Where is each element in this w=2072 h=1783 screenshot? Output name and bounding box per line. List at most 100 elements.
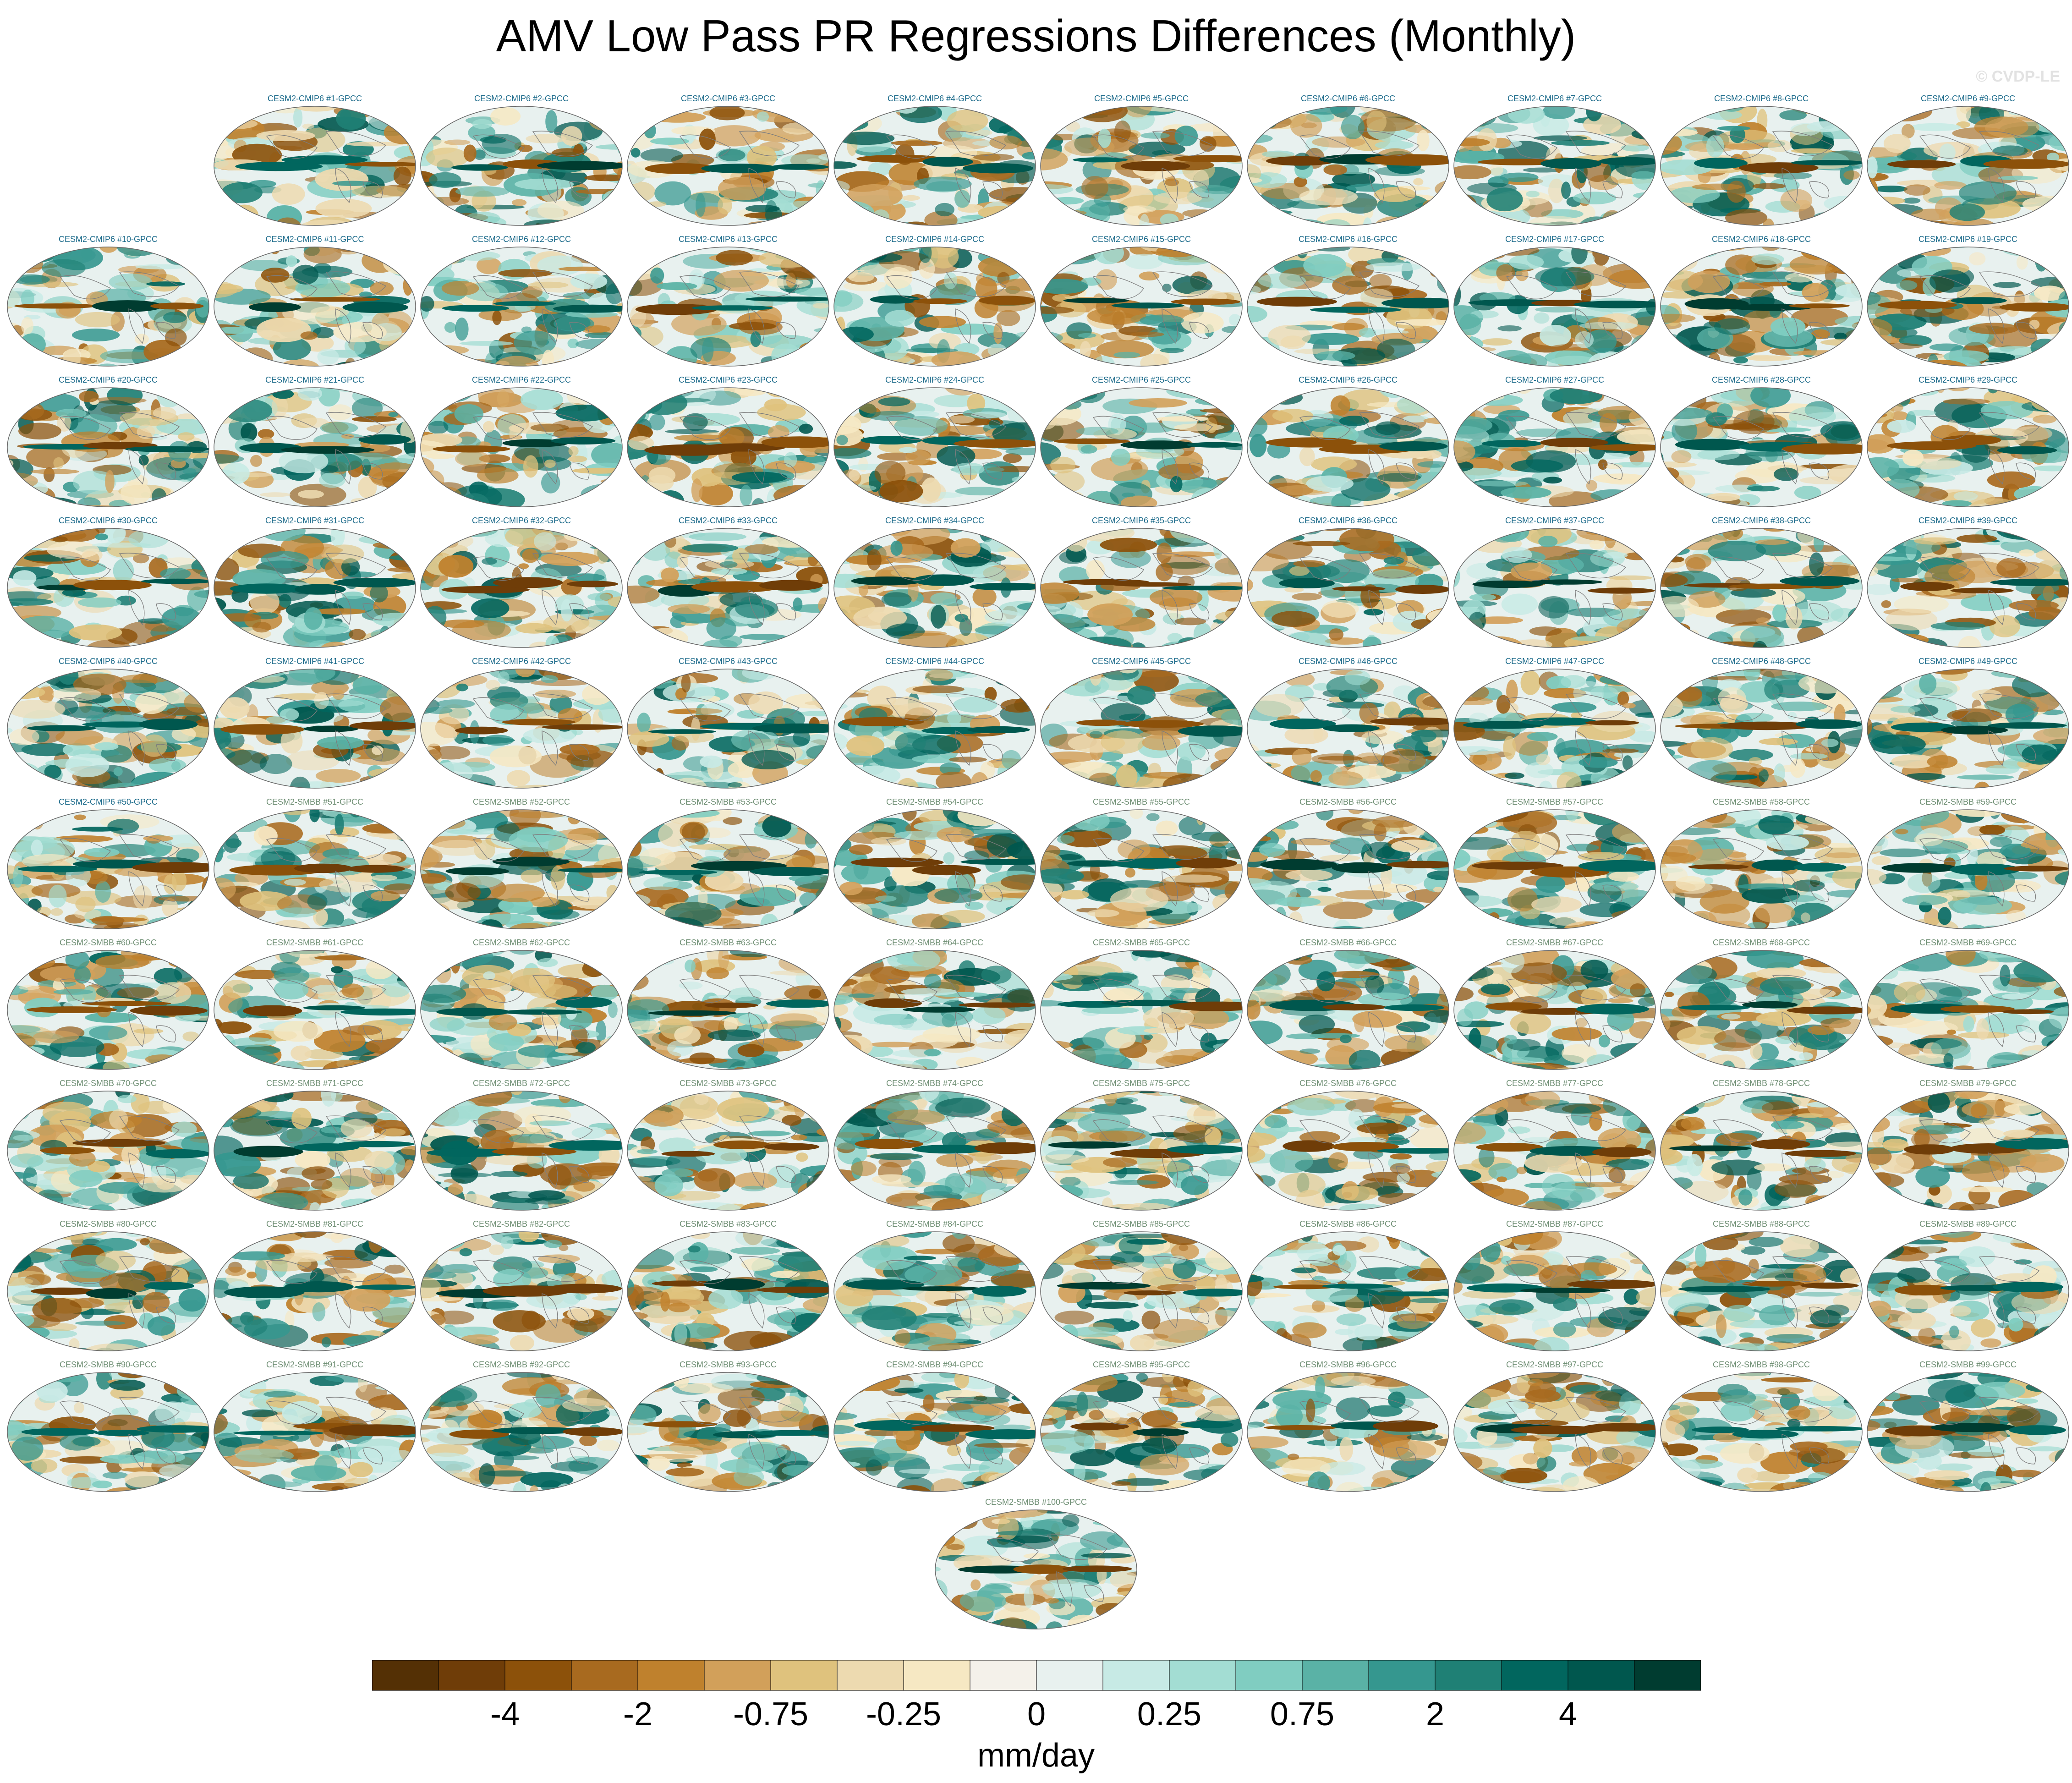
- map-image: [7, 528, 209, 648]
- map-image: [1247, 387, 1449, 507]
- map-panel: CESM2-SMBB #84-GPCC: [832, 1219, 1038, 1359]
- map-image: [1867, 528, 2069, 648]
- map-image: [1040, 809, 1243, 929]
- map-panel: CESM2-SMBB #66-GPCC: [1245, 938, 1451, 1078]
- colorbar-tick-label: 0.75: [1270, 1696, 1335, 1733]
- panel-label: CESM2-CMIP6 #36-GPCC: [1298, 516, 1398, 525]
- map-panel: CESM2-CMIP6 #5-GPCC: [1038, 94, 1244, 234]
- panel-label: CESM2-CMIP6 #1-GPCC: [267, 94, 362, 103]
- panel-label: CESM2-CMIP6 #34-GPCC: [885, 516, 985, 525]
- map-panel: CESM2-SMBB #57-GPCC: [1452, 797, 1658, 937]
- panel-label: CESM2-CMIP6 #28-GPCC: [1711, 375, 1811, 384]
- map-image: [627, 1372, 829, 1492]
- colorbar-tick-label: 2: [1425, 1696, 1445, 1733]
- map-panel: CESM2-CMIP6 #23-GPCC: [625, 375, 831, 515]
- map-panel: CESM2-CMIP6 #33-GPCC: [625, 516, 831, 656]
- map-panel: CESM2-CMIP6 #28-GPCC: [1658, 375, 1864, 515]
- map-panel: CESM2-CMIP6 #47-GPCC: [1452, 657, 1658, 796]
- map-image: [214, 528, 416, 648]
- map-image: [1247, 106, 1449, 226]
- map-panel: CESM2-SMBB #53-GPCC: [625, 797, 831, 937]
- panel-label: CESM2-CMIP6 #26-GPCC: [1298, 375, 1398, 384]
- map-image: [1453, 247, 1656, 367]
- map-panel: CESM2-CMIP6 #39-GPCC: [1865, 516, 2071, 656]
- panel-label: CESM2-SMBB #56-GPCC: [1299, 797, 1397, 806]
- colorbar-box: [1235, 1660, 1303, 1691]
- map-image: [627, 1231, 829, 1351]
- colorbar: [372, 1660, 1701, 1691]
- map-image: [627, 387, 829, 507]
- map-image: [1660, 247, 1863, 367]
- map-panel: CESM2-SMBB #77-GPCC: [1452, 1079, 1658, 1218]
- panel-label: CESM2-CMIP6 #24-GPCC: [885, 375, 985, 384]
- map-panel: CESM2-CMIP6 #3-GPCC: [625, 94, 831, 234]
- map-image: [833, 387, 1036, 507]
- watermark: © CVDP-LE: [1976, 68, 2060, 85]
- map-image: [7, 387, 209, 507]
- panel-label: CESM2-SMBB #85-GPCC: [1092, 1219, 1190, 1229]
- map-image: [420, 528, 623, 648]
- map-image: [214, 106, 416, 226]
- panel-label: CESM2-CMIP6 #6-GPCC: [1300, 94, 1396, 103]
- panel-label: CESM2-SMBB #65-GPCC: [1092, 938, 1190, 947]
- panel-label: CESM2-SMBB #89-GPCC: [1919, 1219, 2017, 1229]
- map-image: [627, 669, 829, 789]
- map-image: [1867, 1372, 2069, 1492]
- colorbar-box: [637, 1660, 705, 1691]
- colorbar-box: [1368, 1660, 1436, 1691]
- map-image: [833, 809, 1036, 929]
- panel-label: CESM2-CMIP6 #47-GPCC: [1505, 657, 1605, 666]
- map-panel: CESM2-SMBB #82-GPCC: [418, 1219, 625, 1359]
- panel-label: CESM2-CMIP6 #22-GPCC: [471, 375, 571, 384]
- panel-label: CESM2-SMBB #96-GPCC: [1299, 1360, 1397, 1369]
- map-panel: CESM2-SMBB #52-GPCC: [418, 797, 625, 937]
- map-image: [1453, 528, 1656, 648]
- map-panel: CESM2-CMIP6 #44-GPCC: [832, 657, 1038, 796]
- map-image: [833, 528, 1036, 648]
- panel-label: CESM2-SMBB #94-GPCC: [886, 1360, 984, 1369]
- panel-label: CESM2-SMBB #80-GPCC: [59, 1219, 157, 1229]
- map-panel: CESM2-CMIP6 #19-GPCC: [1865, 235, 2071, 374]
- map-panel: CESM2-SMBB #78-GPCC: [1658, 1079, 1864, 1218]
- map-image: [1867, 950, 2069, 1070]
- map-panel: CESM2-SMBB #56-GPCC: [1245, 797, 1451, 937]
- panel-label: CESM2-SMBB #58-GPCC: [1712, 797, 1810, 806]
- map-image: [7, 809, 209, 929]
- panel-label: CESM2-SMBB #54-GPCC: [886, 797, 984, 806]
- map-panel: CESM2-SMBB #58-GPCC: [1658, 797, 1864, 937]
- map-panel: CESM2-SMBB #79-GPCC: [1865, 1079, 2071, 1218]
- panel-label: CESM2-SMBB #70-GPCC: [59, 1079, 157, 1088]
- colorbar-box: [903, 1660, 970, 1691]
- map-image: [420, 106, 623, 226]
- panel-label: CESM2-CMIP6 #3-GPCC: [680, 94, 776, 103]
- map-panel: CESM2-CMIP6 #41-GPCC: [212, 657, 418, 796]
- map-panel: CESM2-CMIP6 #50-GPCC: [5, 797, 211, 937]
- map-image: [1247, 1091, 1449, 1211]
- map-panel: CESM2-CMIP6 #25-GPCC: [1038, 375, 1244, 515]
- panel-label: CESM2-SMBB #81-GPCC: [266, 1219, 364, 1229]
- map-panel: CESM2-CMIP6 #49-GPCC: [1865, 657, 2071, 796]
- panel-label: CESM2-SMBB #82-GPCC: [472, 1219, 570, 1229]
- colorbar-box: [1036, 1660, 1103, 1691]
- map-image: [214, 1091, 416, 1211]
- colorbar-box: [1102, 1660, 1170, 1691]
- panel-label: CESM2-SMBB #88-GPCC: [1712, 1219, 1810, 1229]
- map-image: [1247, 1231, 1449, 1351]
- map-panel: CESM2-CMIP6 #4-GPCC: [832, 94, 1038, 234]
- panel-label: CESM2-CMIP6 #30-GPCC: [58, 516, 158, 525]
- map-panel: CESM2-SMBB #88-GPCC: [1658, 1219, 1864, 1359]
- map-panel: CESM2-SMBB #85-GPCC: [1038, 1219, 1244, 1359]
- map-image: [1247, 247, 1449, 367]
- colorbar-tick-label: -4: [490, 1696, 520, 1733]
- panel-label: CESM2-SMBB #52-GPCC: [472, 797, 570, 806]
- panel-label: CESM2-CMIP6 #38-GPCC: [1711, 516, 1811, 525]
- panel-label: CESM2-CMIP6 #44-GPCC: [885, 657, 985, 666]
- panel-label: CESM2-SMBB #66-GPCC: [1299, 938, 1397, 947]
- map-panel: CESM2-CMIP6 #34-GPCC: [832, 516, 1038, 656]
- map-image: [1247, 1372, 1449, 1492]
- map-panel: CESM2-CMIP6 #37-GPCC: [1452, 516, 1658, 656]
- panel-label: CESM2-CMIP6 #32-GPCC: [471, 516, 571, 525]
- map-panel: CESM2-CMIP6 #43-GPCC: [625, 657, 831, 796]
- map-panel: CESM2-CMIP6 #8-GPCC: [1658, 94, 1864, 234]
- map-image: [1867, 669, 2069, 789]
